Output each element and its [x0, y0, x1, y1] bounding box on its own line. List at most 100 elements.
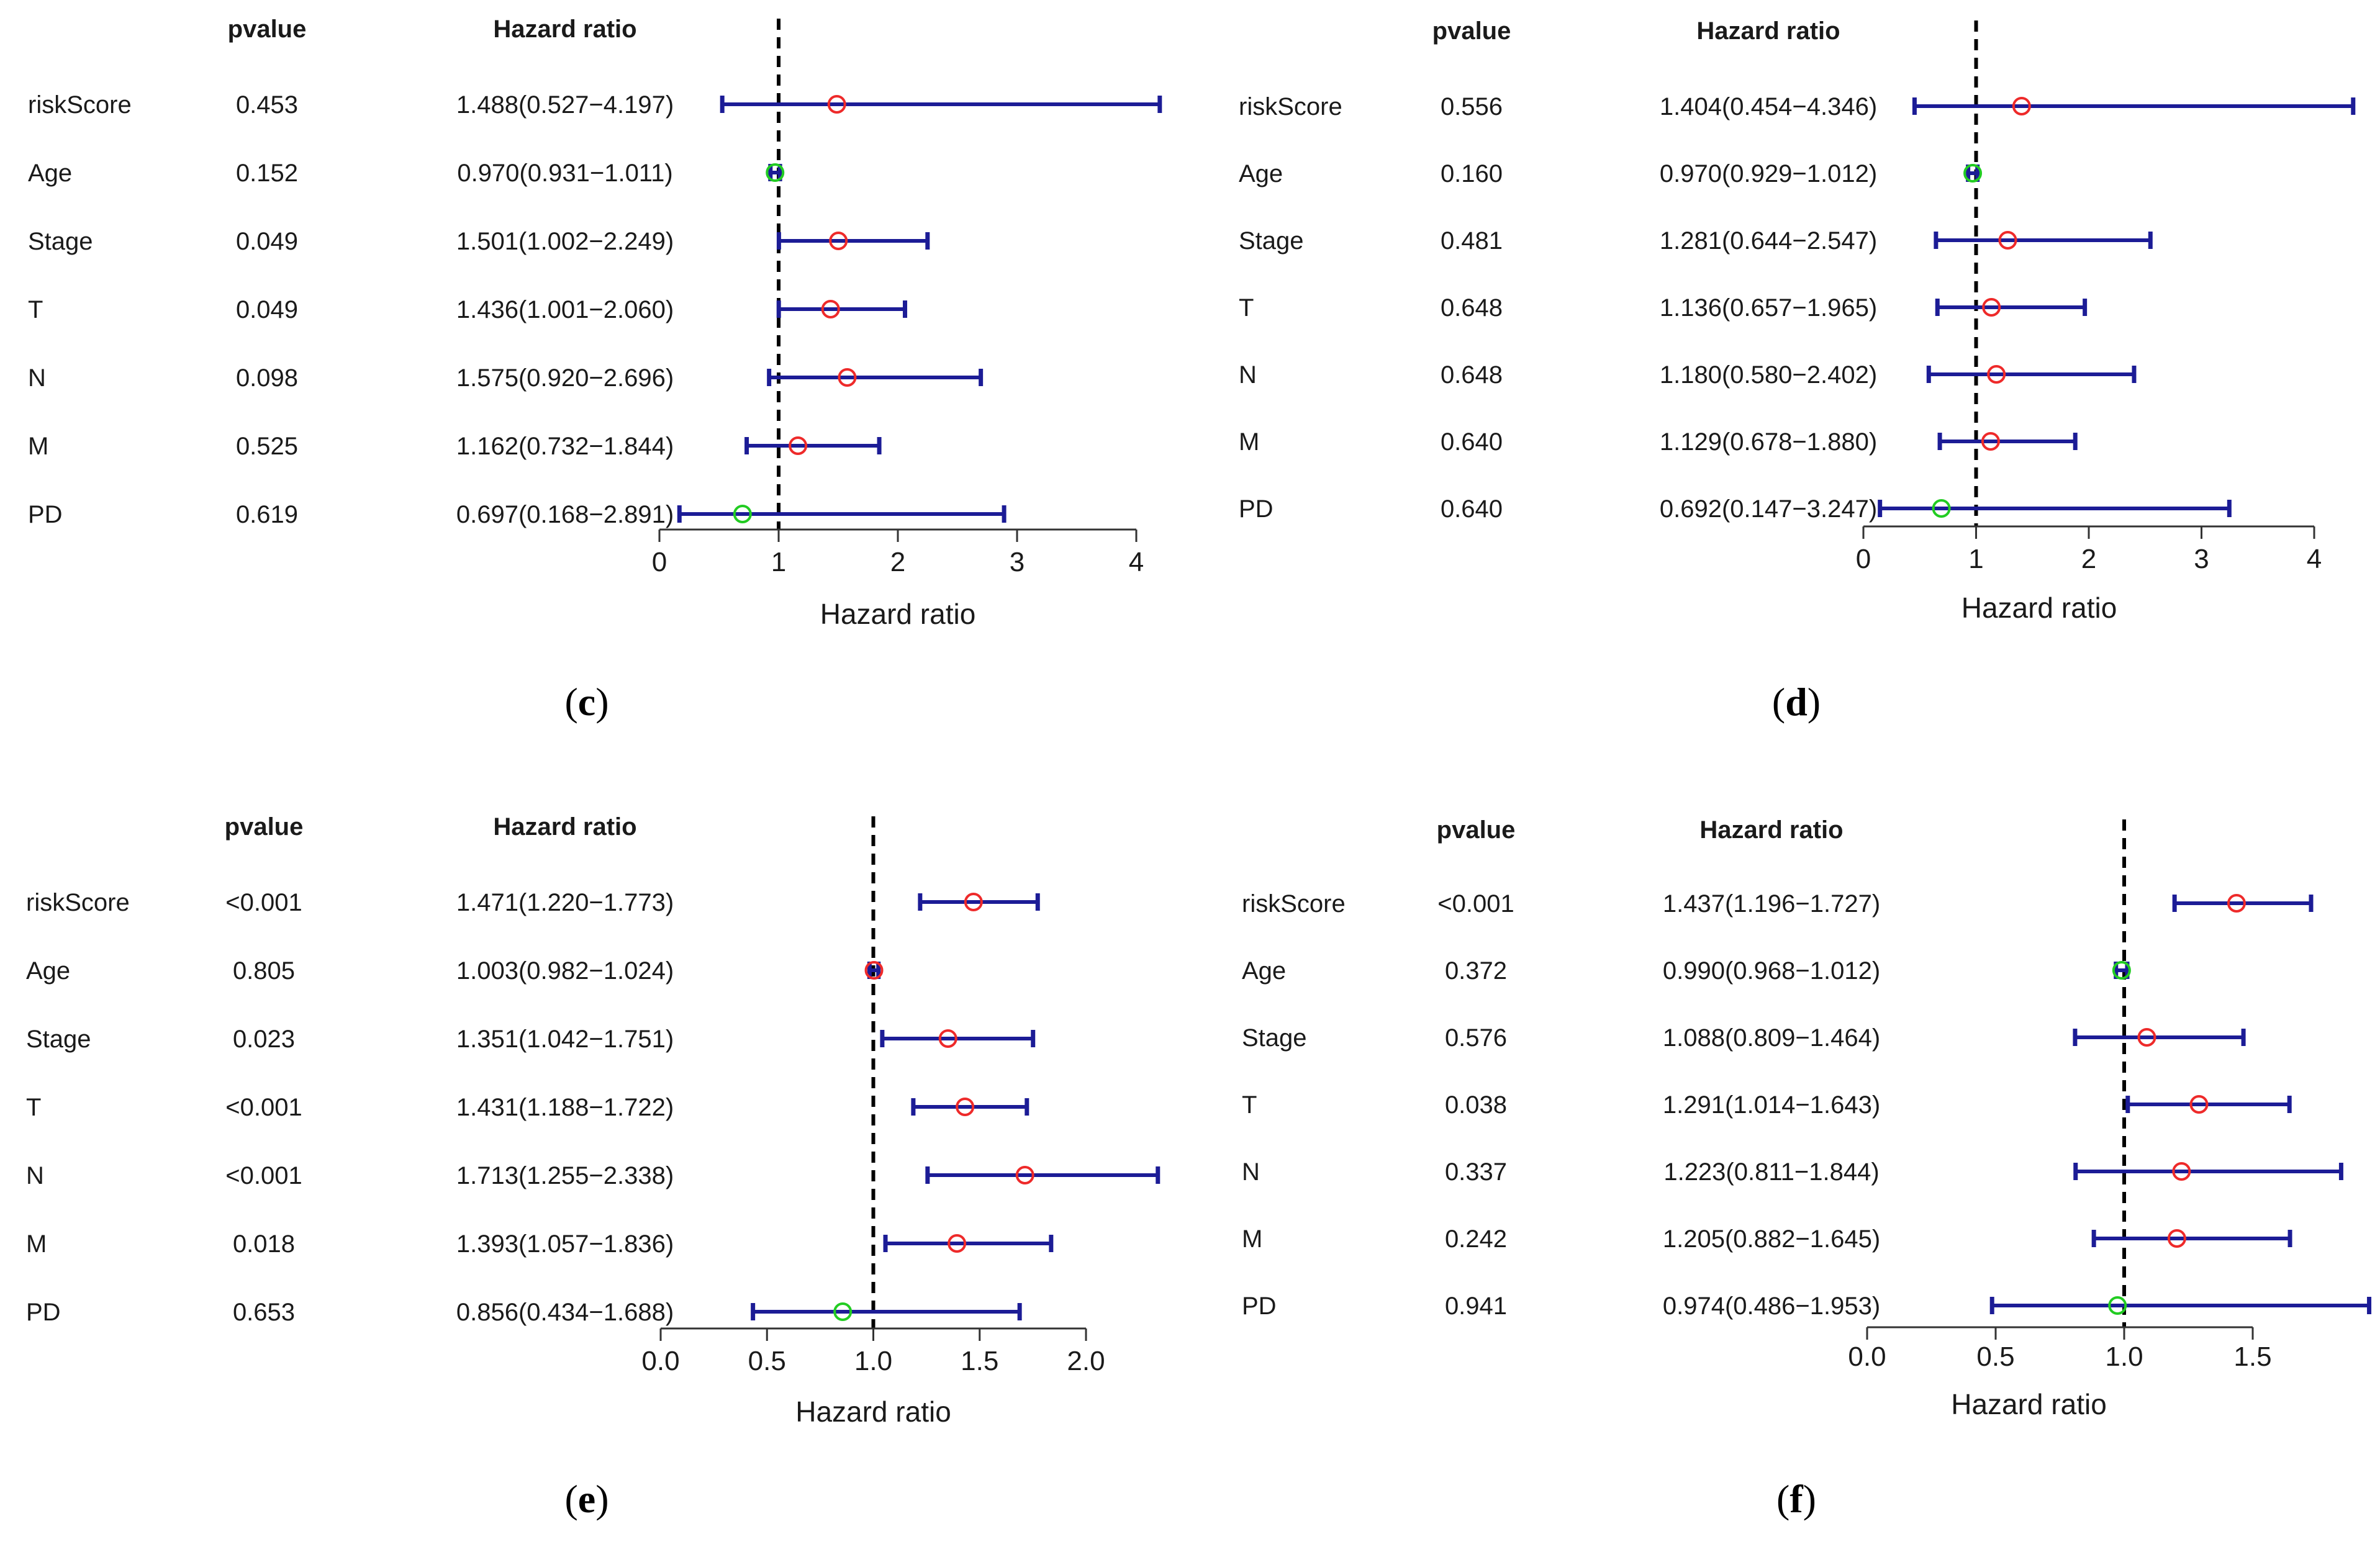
- panel-label: (e): [564, 1477, 609, 1521]
- x-tick-label: 1.0: [2105, 1342, 2143, 1372]
- row-pvalue: 0.049: [236, 296, 298, 323]
- x-tick-label: 2.0: [1067, 1346, 1105, 1376]
- x-tick-label: 1.5: [2233, 1342, 2271, 1372]
- row-name-Stage: Stage: [1239, 227, 1304, 255]
- hazard-ratio-point: [938, 1029, 957, 1048]
- x-axis-label: Hazard ratio: [1961, 592, 2117, 624]
- row-name-M: M: [28, 433, 48, 460]
- hazard-ratio-point: [864, 961, 884, 980]
- pvalue-header: pvalue: [1432, 17, 1511, 45]
- row-pvalue: 0.018: [233, 1230, 295, 1258]
- forest-panel-f: pvalue Hazard ratio riskScore <0.001 1.437(1…: [1242, 816, 2372, 1521]
- row-name-Stage: Stage: [28, 228, 93, 255]
- row-pvalue: 0.556: [1441, 93, 1503, 120]
- hazard-ratio-header: Hazard ratio: [493, 16, 636, 43]
- x-axis-label: Hazard ratio: [820, 598, 976, 630]
- row-pvalue: 0.648: [1441, 294, 1503, 322]
- hazard-ratio-point: [2172, 1162, 2191, 1181]
- row-name-M: M: [26, 1230, 47, 1258]
- row-hazard-ratio-text: 1.003(0.982−1.024): [456, 957, 674, 985]
- row-pvalue: 0.242: [1445, 1225, 1507, 1253]
- row-hazard-ratio-text: 1.291(1.014−1.643): [1663, 1091, 1880, 1119]
- hazard-ratio-point: [1932, 499, 1951, 518]
- row-pvalue: 0.098: [236, 364, 298, 392]
- pvalue-header: pvalue: [228, 16, 307, 43]
- row-hazard-ratio-text: 0.856(0.434−1.688): [456, 1299, 674, 1326]
- x-tick-label: 0: [1856, 544, 1871, 574]
- row-name-N: N: [1242, 1158, 1260, 1186]
- hazard-ratio-point: [833, 1302, 853, 1321]
- hazard-ratio-point: [1982, 298, 2001, 317]
- row-pvalue: 0.653: [233, 1299, 295, 1326]
- row-pvalue: 0.576: [1445, 1024, 1507, 1052]
- row-hazard-ratio-text: 1.575(0.920−2.696): [456, 364, 674, 392]
- row-hazard-ratio-text: 1.180(0.580−2.402): [1660, 361, 1877, 389]
- pvalue-header: pvalue: [225, 813, 304, 841]
- pvalue-header: pvalue: [1437, 816, 1516, 844]
- forest-panel-e: pvalue Hazard ratio riskScore <0.001 1.471(1…: [26, 813, 1161, 1521]
- row-hazard-ratio-text: 1.501(1.002−2.249): [456, 228, 674, 255]
- hazard-ratio-point: [829, 232, 848, 250]
- x-tick-label: 4: [2307, 544, 2322, 574]
- row-pvalue: <0.001: [225, 1094, 302, 1121]
- row-hazard-ratio-text: 1.223(0.811−1.844): [1663, 1158, 1879, 1186]
- row-pvalue: 0.648: [1441, 361, 1503, 389]
- row-pvalue: 0.372: [1445, 957, 1507, 985]
- row-hazard-ratio-text: 0.970(0.931−1.011): [457, 160, 672, 187]
- row-hazard-ratio-text: 1.129(0.678−1.880): [1660, 428, 1877, 456]
- row-name-T: T: [28, 296, 43, 323]
- hazard-ratio-point: [789, 436, 808, 455]
- row-pvalue: 0.805: [233, 957, 295, 985]
- hazard-ratio-point: [1963, 164, 1983, 183]
- x-tick-label: 3: [1010, 547, 1025, 577]
- hazard-ratio-point: [2108, 1296, 2127, 1315]
- hazard-ratio-point: [956, 1098, 975, 1116]
- row-hazard-ratio-text: 1.351(1.042−1.751): [456, 1026, 674, 1053]
- hazard-ratio-point: [2167, 1229, 2186, 1248]
- row-pvalue: 0.049: [236, 228, 298, 255]
- row-hazard-ratio-text: 0.974(0.486−1.953): [1663, 1292, 1880, 1320]
- hazard-ratio-header: Hazard ratio: [1696, 17, 1840, 45]
- panel-label: (c): [564, 680, 609, 724]
- hazard-ratio-point: [766, 163, 785, 182]
- hazard-ratio-point: [1987, 365, 2006, 384]
- row-hazard-ratio-text: 1.136(0.657−1.965): [1660, 294, 1877, 322]
- row-pvalue: 0.337: [1445, 1158, 1507, 1186]
- x-tick-label: 1.5: [961, 1346, 998, 1376]
- row-pvalue: 0.941: [1445, 1292, 1507, 1320]
- hazard-ratio-point: [948, 1234, 967, 1253]
- panel-label: (d): [1772, 680, 1821, 724]
- row-pvalue: 0.453: [236, 91, 298, 119]
- row-hazard-ratio-text: 1.431(1.188−1.722): [456, 1094, 674, 1121]
- row-hazard-ratio-text: 1.393(1.057−1.836): [456, 1230, 674, 1258]
- row-name-riskScore: riskScore: [1242, 890, 1346, 918]
- row-hazard-ratio-text: 1.281(0.644−2.547): [1660, 227, 1877, 255]
- row-pvalue: <0.001: [225, 889, 302, 916]
- row-name-Age: Age: [26, 957, 70, 985]
- row-hazard-ratio-text: 1.404(0.454−4.346): [1660, 93, 1877, 120]
- hazard-ratio-point: [2012, 97, 2031, 115]
- row-name-Age: Age: [1239, 160, 1283, 187]
- row-hazard-ratio-text: 1.437(1.196−1.727): [1663, 890, 1880, 918]
- row-name-N: N: [26, 1162, 44, 1189]
- row-name-PD: PD: [26, 1299, 61, 1326]
- row-name-riskScore: riskScore: [26, 889, 130, 916]
- x-tick-label: 1: [771, 547, 786, 577]
- x-tick-label: 0.0: [1848, 1342, 1886, 1372]
- row-name-PD: PD: [1242, 1292, 1277, 1320]
- row-name-Age: Age: [1242, 957, 1286, 985]
- panel-label: (f): [1776, 1477, 1816, 1521]
- row-hazard-ratio-text: 1.162(0.732−1.844): [456, 433, 674, 460]
- hazard-ratio-point: [1998, 231, 2017, 250]
- x-tick-label: 1.0: [854, 1346, 892, 1376]
- hazard-ratio-point: [1981, 432, 2000, 451]
- hazard-ratio-point: [821, 300, 840, 318]
- x-axis-label: Hazard ratio: [795, 1396, 951, 1428]
- hazard-ratio-point: [2112, 961, 2131, 980]
- row-pvalue: 0.152: [236, 160, 298, 187]
- row-name-Age: Age: [28, 160, 72, 187]
- row-pvalue: 0.525: [236, 433, 298, 460]
- row-hazard-ratio-text: 0.697(0.168−2.891): [456, 501, 674, 528]
- row-pvalue: 0.481: [1441, 227, 1503, 255]
